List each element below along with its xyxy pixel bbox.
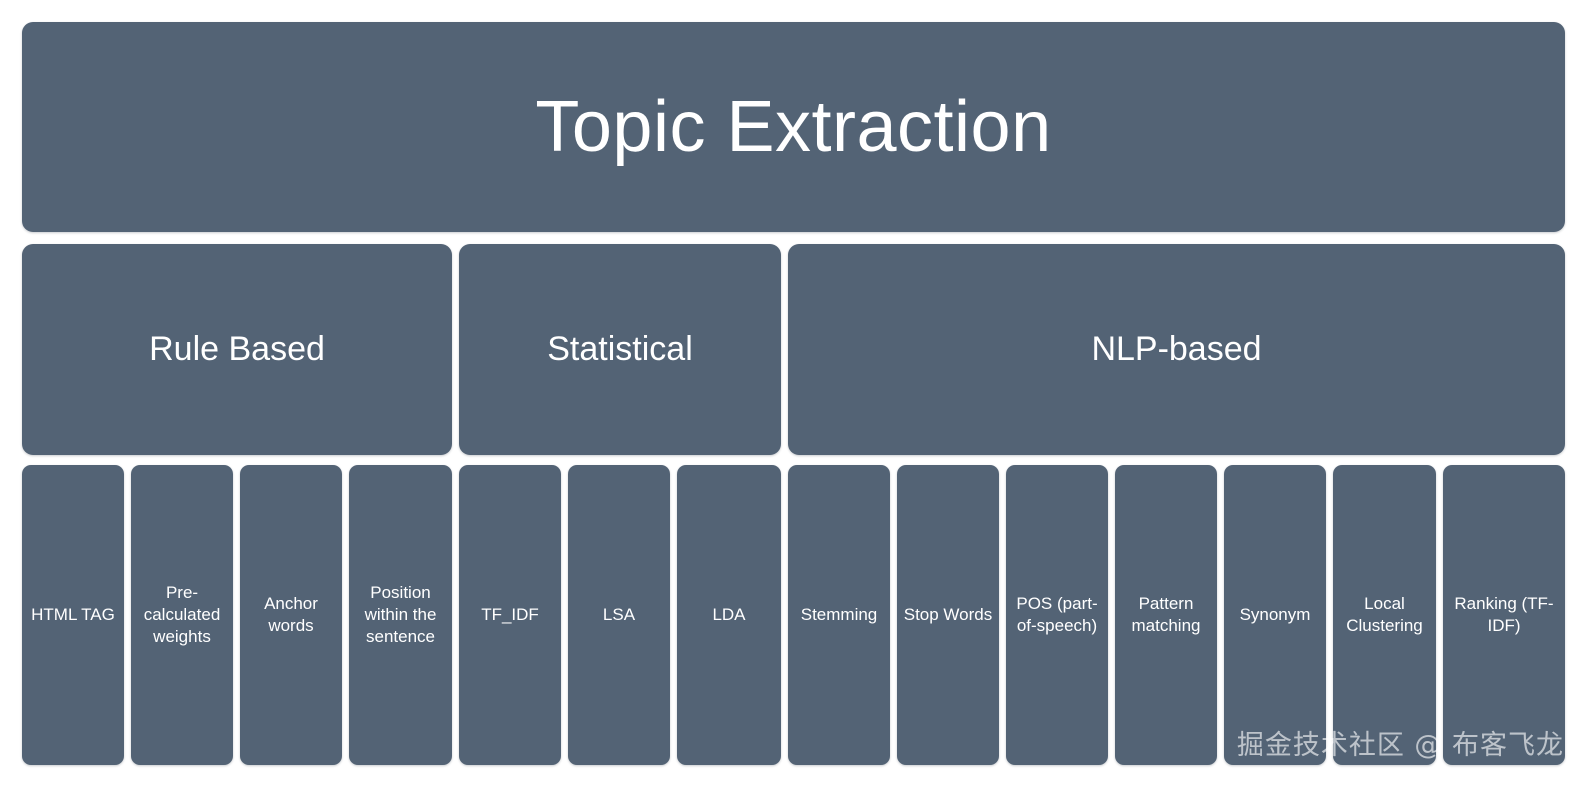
leaf-node-anchor-words: Anchor words — [240, 465, 342, 765]
category-node-statistical: Statistical — [459, 244, 781, 455]
leaf-node-pos-part-of-speech: POS (part-of-speech) — [1006, 465, 1108, 765]
leaf-node-stemming: Stemming — [788, 465, 890, 765]
leaf-node-local-clustering: Local Clustering — [1333, 465, 1436, 765]
leaf-node-synonym: Synonym — [1224, 465, 1326, 765]
leaf-node-pattern-matching: Pattern matching — [1115, 465, 1217, 765]
leaf-node-lsa: LSA — [568, 465, 670, 765]
leaf-node-html-tag: HTML TAG — [22, 465, 124, 765]
root-node-topic-extraction: Topic Extraction — [22, 22, 1565, 232]
leaf-node-position-within-the-sentence: Position within the sentence — [349, 465, 452, 765]
leaf-node-ranking-tf-idf: Ranking (TF-IDF) — [1443, 465, 1565, 765]
leaf-node-pre-calculated-weights: Pre-calculated weights — [131, 465, 233, 765]
category-node-rule-based: Rule Based — [22, 244, 452, 455]
leaf-node-tf-idf: TF_IDF — [459, 465, 561, 765]
leaf-node-stop-words: Stop Words — [897, 465, 999, 765]
category-node-nlp-based: NLP-based — [788, 244, 1565, 455]
leaf-node-lda: LDA — [677, 465, 781, 765]
